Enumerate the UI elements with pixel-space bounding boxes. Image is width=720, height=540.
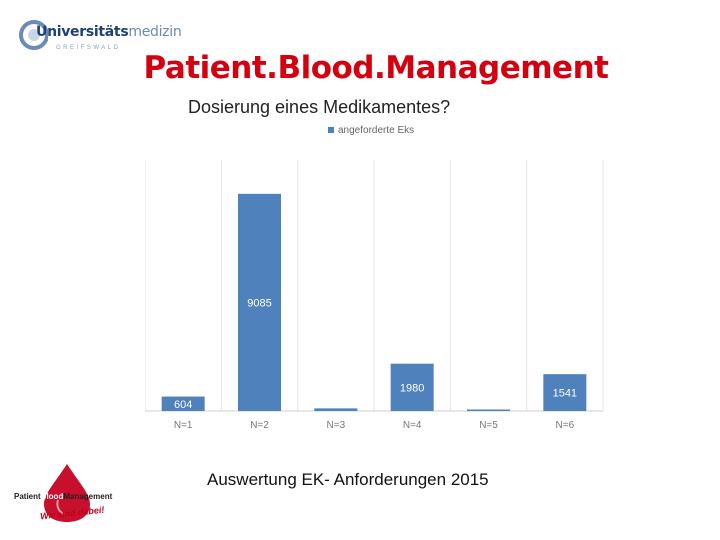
bar [161, 396, 205, 411]
footer-caption: Auswertung EK- Anforderungen 2015 [207, 470, 489, 489]
bar [543, 374, 587, 411]
x-tick-label: N=2 [250, 420, 269, 431]
bar [467, 409, 510, 411]
blood-drop-icon [44, 464, 90, 522]
data-label: 1980 [400, 382, 424, 394]
university-emblem-icon [19, 20, 48, 50]
page-title: Patient.Blood.Management [143, 50, 609, 86]
data-label: 604 [174, 399, 192, 411]
x-tick-label: N=3 [327, 420, 346, 431]
x-tick-label: N=5 [479, 420, 498, 431]
legend-label: angeforderte Eks [338, 125, 414, 136]
x-tick-label: N=6 [556, 420, 575, 431]
page-subtitle: Dosierung eines Medikamentes? [188, 97, 451, 117]
bar [314, 408, 358, 411]
data-label: 1541 [553, 388, 577, 400]
university-logo: Universitätsmedizin GREIFSWALD [18, 14, 182, 58]
x-tick-label: N=1 [174, 420, 193, 431]
bar [390, 363, 434, 411]
pbm-logo: PatientBloodManagement Wir sind dabei! [10, 462, 122, 532]
data-label: 9085 [247, 297, 271, 309]
bar [238, 193, 281, 411]
logo-city: GREIFSWALD [56, 45, 121, 51]
legend-swatch [328, 127, 334, 133]
pbm-logo-text: PatientBloodManagement [14, 492, 113, 501]
bar-chart: angeforderte Eks 604 N=1 9085 N=2 N=3 1980 N=4 N… [145, 125, 604, 431]
logo-text: Universitätsmedizin [36, 24, 182, 40]
x-tick-label: N=4 [403, 420, 422, 431]
